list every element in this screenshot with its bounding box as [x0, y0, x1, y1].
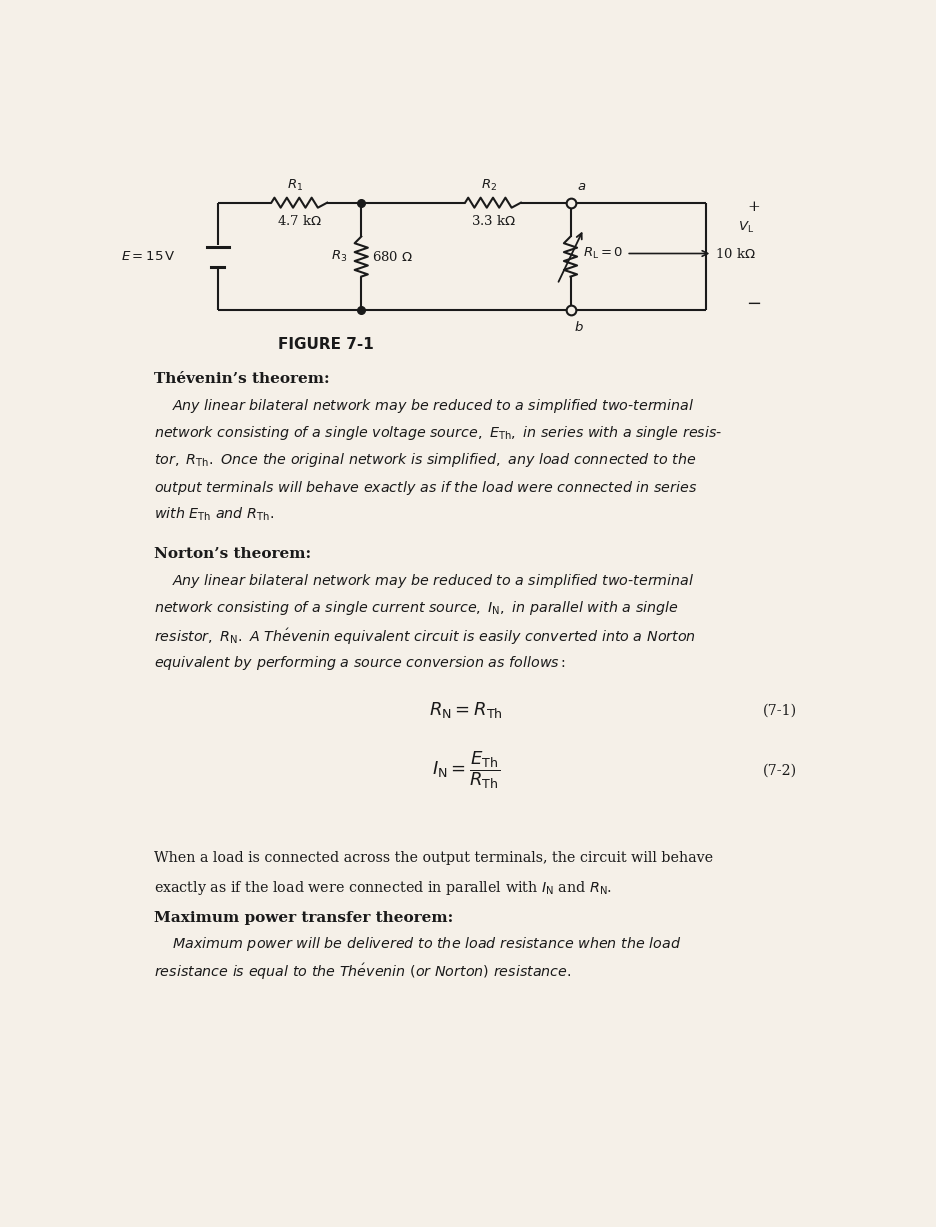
Text: $a$: $a$ [576, 179, 585, 193]
Text: $\mathit{resistor,}$ $R_\mathrm{N}$$\mathit{.\ A\ Th\acute{e}venin\ equivalent\ : $\mathit{resistor,}$ $R_\mathrm{N}$$\mat… [154, 627, 695, 647]
Text: 3.3 k$\Omega$: 3.3 k$\Omega$ [470, 215, 515, 228]
Text: When a load is connected across the output terminals, the circuit will behave: When a load is connected across the outp… [154, 852, 712, 865]
Text: Maximum power transfer theorem:: Maximum power transfer theorem: [154, 912, 453, 925]
Text: 680 $\Omega$: 680 $\Omega$ [372, 249, 413, 264]
Text: +: + [747, 200, 760, 213]
Text: $I_\mathrm{N} = \dfrac{E_\mathrm{Th}}{R_\mathrm{Th}}$: $I_\mathrm{N} = \dfrac{E_\mathrm{Th}}{R_… [431, 750, 499, 791]
Text: 4.7 k$\Omega$: 4.7 k$\Omega$ [276, 215, 321, 228]
Text: $\mathit{Any\ linear\ bilateral\ network\ may\ be\ reduced\ to\ a\ simplified\ t: $\mathit{Any\ linear\ bilateral\ network… [154, 572, 694, 590]
Text: (7-2): (7-2) [762, 763, 796, 778]
Text: (7-1): (7-1) [762, 703, 796, 718]
Text: $R_2$: $R_2$ [480, 178, 497, 193]
Text: $\mathit{tor,}$ $R_\mathrm{Th}$$\mathit{.\ Once\ the\ original\ network\ is\ sim: $\mathit{tor,}$ $R_\mathrm{Th}$$\mathit{… [154, 452, 695, 470]
Text: $R_\mathrm{N} = R_\mathrm{Th}$: $R_\mathrm{N} = R_\mathrm{Th}$ [429, 701, 503, 720]
Text: $\mathit{network\ consisting\ of\ a\ single\ voltage\ source,}$ $E_\mathrm{Th}$$: $\mathit{network\ consisting\ of\ a\ sin… [154, 425, 722, 442]
Text: Thévenin’s theorem:: Thévenin’s theorem: [154, 372, 329, 387]
Text: $R_1$: $R_1$ [287, 178, 303, 193]
Text: $\mathit{network\ consisting\ of\ a\ single\ current\ source,}$ $I_\mathrm{N}$$\: $\mathit{network\ consisting\ of\ a\ sin… [154, 599, 679, 617]
Text: Norton’s theorem:: Norton’s theorem: [154, 547, 311, 561]
Text: $V_\mathrm{L}$: $V_\mathrm{L}$ [738, 220, 753, 234]
Text: $\mathit{Maximum\ power\ will\ be\ delivered\ to\ the\ load\ resistance\ when\ t: $\mathit{Maximum\ power\ will\ be\ deliv… [154, 935, 680, 952]
Text: exactly as if the load were connected in parallel with $I_\mathrm{N}$ and $R_\ma: exactly as if the load were connected in… [154, 879, 612, 897]
Text: $R_\mathrm{L} = 0$: $R_\mathrm{L} = 0$ [582, 245, 622, 261]
Text: FIGURE 7-1: FIGURE 7-1 [278, 337, 373, 352]
Text: $\mathit{Any\ linear\ bilateral\ network\ may\ be\ reduced\ to\ a\ simplified\ t: $\mathit{Any\ linear\ bilateral\ network… [154, 396, 694, 415]
Text: $R_3$: $R_3$ [330, 249, 347, 264]
Text: $\mathit{resistance\ is\ equal\ to\ the\ Th\acute{e}venin\ (or\ Norton)\ resista: $\mathit{resistance\ is\ equal\ to\ the\… [154, 962, 571, 982]
Text: $E = 15\,\mathrm{V}$: $E = 15\,\mathrm{V}$ [121, 250, 175, 263]
Text: $b$: $b$ [574, 320, 583, 334]
Text: 10 k$\Omega$: 10 k$\Omega$ [715, 247, 755, 260]
Text: $\mathit{with}$ $E_\mathrm{Th}$ $\mathit{and}$ $R_\mathrm{Th}$$\mathit{.}$: $\mathit{with}$ $E_\mathrm{Th}$ $\mathit… [154, 506, 274, 524]
Text: $\mathit{output\ terminals\ will\ behave\ exactly\ as\ if\ the\ load\ were\ conn: $\mathit{output\ terminals\ will\ behave… [154, 479, 697, 497]
Text: $\mathit{equivalent\ by\ performing\ a\ source\ conversion\ as\ follows:}$: $\mathit{equivalent\ by\ performing\ a\ … [154, 654, 565, 672]
Text: −: − [746, 296, 761, 313]
